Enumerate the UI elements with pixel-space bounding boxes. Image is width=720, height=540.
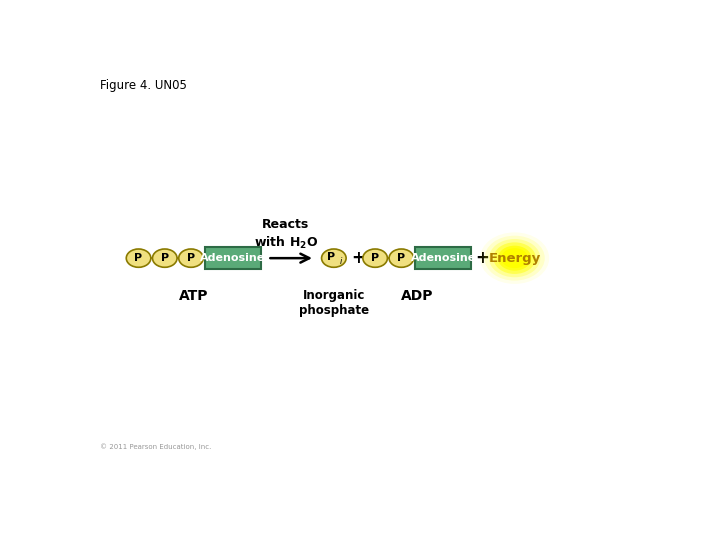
Circle shape	[485, 235, 545, 281]
Text: i: i	[339, 256, 342, 266]
Circle shape	[363, 249, 387, 267]
FancyBboxPatch shape	[205, 247, 261, 269]
Circle shape	[498, 246, 531, 271]
Text: P: P	[397, 253, 405, 263]
Circle shape	[126, 249, 150, 267]
Text: Reacts: Reacts	[262, 218, 309, 231]
Circle shape	[389, 249, 414, 267]
Text: with $\mathregular{H_2O}$: with $\mathregular{H_2O}$	[253, 234, 318, 251]
Text: © 2011 Pearson Education, Inc.: © 2011 Pearson Education, Inc.	[100, 443, 212, 450]
Text: Adenosine: Adenosine	[200, 253, 266, 263]
Text: +: +	[351, 249, 365, 267]
Circle shape	[493, 242, 536, 274]
Circle shape	[179, 249, 203, 267]
Text: ADP: ADP	[401, 289, 433, 303]
Circle shape	[322, 249, 346, 267]
Circle shape	[501, 248, 528, 268]
Text: +: +	[475, 249, 489, 267]
Circle shape	[489, 239, 540, 277]
Text: P: P	[135, 253, 143, 263]
FancyBboxPatch shape	[415, 247, 471, 269]
Text: Figure 4. UN05: Figure 4. UN05	[100, 79, 187, 92]
Text: ATP: ATP	[179, 289, 208, 303]
Text: P: P	[327, 252, 335, 262]
Text: P: P	[161, 253, 168, 263]
Circle shape	[153, 249, 177, 267]
Text: P: P	[187, 253, 195, 263]
Text: Inorganic
phosphate: Inorganic phosphate	[299, 289, 369, 318]
Circle shape	[480, 232, 549, 284]
Text: P: P	[371, 253, 379, 263]
Text: Adenosine: Adenosine	[410, 253, 476, 263]
Text: Energy: Energy	[488, 252, 541, 265]
